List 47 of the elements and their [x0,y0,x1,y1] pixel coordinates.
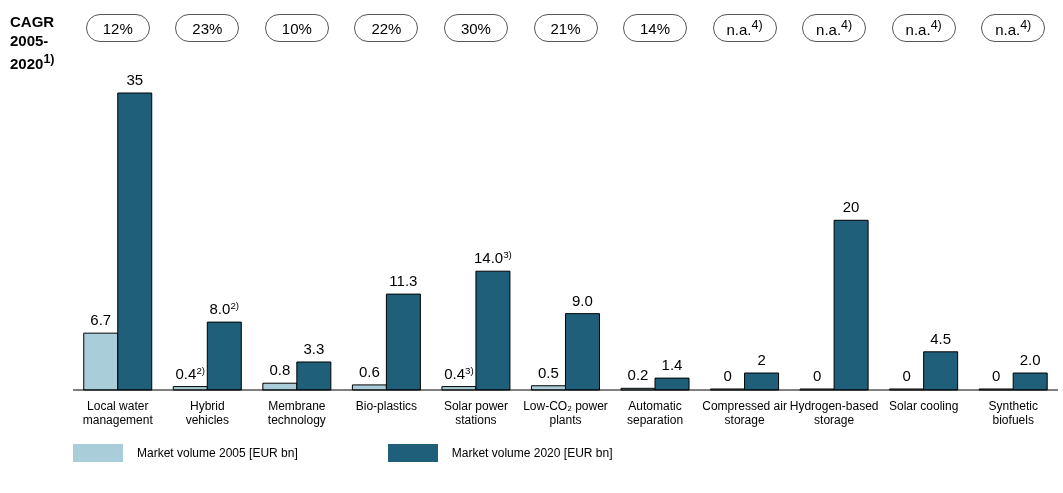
data-label: 0 [992,367,1001,384]
x-tick-label: Solar power stations [443,399,508,427]
data-label: 2.0 [1019,351,1041,369]
data-label: 0.5 [538,363,559,381]
x-tick-label: Low-CO₂ power plants [523,399,608,427]
text: 21% [550,19,581,37]
text: 10% [281,19,312,37]
data-label: 14.0$^{3)}$ [473,248,512,267]
data-label: 0.4$^{2)}$ [175,364,206,382]
data-label: 0.4$^{3)}$ [444,364,474,382]
text: 12% [102,19,133,37]
x-tick-label: Automatic separation [627,399,684,427]
x-tick-label: Hydrogen-based storage [789,399,879,427]
text: 23% [192,19,223,37]
text: CAGR 2005-2020$^{1)}$ [10,13,55,72]
data-label: 20 [842,198,860,216]
x-tick-label: Compressed air storage [702,399,787,427]
data-label: 0 [723,367,732,384]
text: 30% [460,19,491,37]
text: n.a.$^{4)}$ [726,18,763,38]
data-label: 1.4 [661,356,683,374]
x-tick-label: Hybrid vehicles [185,399,229,427]
data-label: 9.0 [572,291,593,309]
text: n.a.$^{4)}$ [816,18,853,38]
data-label: 6.7 [90,311,112,329]
x-tick-label: Synthetic biofuels [988,399,1038,427]
data-label: 35 [126,71,144,88]
data-label: 0.2 [627,366,649,384]
data-label: 0.6 [358,362,380,380]
legend-label: Market volume 2005 [EUR bn] [137,446,298,460]
x-tick-label: Solar cooling [888,399,959,413]
data-label: 0 [812,367,822,384]
data-label: 3.3 [303,340,325,357]
x-tick-label: Local water management [82,399,154,427]
text: 14% [640,19,671,37]
data-label: 4.5 [930,329,952,347]
data-label: 11.3 [389,272,418,290]
x-tick-label: Bio-plastics [355,399,418,413]
text: n.a.$^{4)}$ [905,18,942,38]
data-label: 8.0$^{2)}$ [209,299,240,318]
legend-label: Market volume 2020 [EUR bn] [451,446,613,460]
data-label: 0 [902,367,911,384]
data-label: 2 [757,351,766,369]
data-label: 0.8 [269,361,291,379]
text: 22% [371,19,402,37]
x-tick-label: Membrane technology [267,399,326,427]
text: n.a.$^{4)}$ [995,18,1032,38]
